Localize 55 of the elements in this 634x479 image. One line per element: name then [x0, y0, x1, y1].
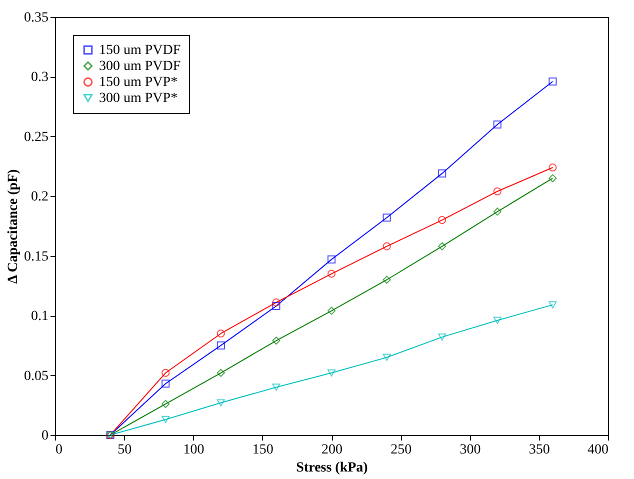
- y-tick-label: 0.05: [24, 368, 48, 384]
- point: [162, 400, 170, 408]
- point: [548, 301, 557, 308]
- point: [382, 276, 391, 284]
- y-axis-title: Δ Capacitance (pF): [6, 168, 21, 284]
- x-tick-label: 200: [322, 442, 342, 458]
- point: [327, 270, 336, 278]
- point: [548, 174, 557, 182]
- legend-label: 300 um PVP*: [99, 91, 178, 106]
- x-tick-label: 50: [118, 442, 132, 458]
- x-tick-label: 300: [460, 442, 481, 458]
- point: [548, 163, 557, 172]
- point: [493, 316, 502, 324]
- y-tick-label: 0.35: [24, 10, 48, 26]
- point: [216, 329, 225, 338]
- point: [438, 334, 446, 341]
- point: [493, 120, 502, 129]
- y-tick-label: 0.2: [31, 190, 48, 205]
- point: [216, 368, 225, 377]
- point: [382, 354, 391, 361]
- point: [382, 214, 391, 222]
- point: [272, 298, 280, 306]
- point: [438, 169, 446, 178]
- point: [327, 369, 336, 376]
- point: [162, 368, 170, 377]
- x-tick-label: 250: [390, 442, 412, 458]
- point: [438, 242, 446, 250]
- point: [327, 306, 336, 315]
- x-tick-label: 150: [252, 442, 274, 458]
- x-tick-label: 400: [588, 442, 608, 458]
- y-tick-label: 0.15: [24, 249, 48, 264]
- x-tick-label: 100: [183, 442, 204, 458]
- x-tick-label: 350: [528, 442, 550, 458]
- point: [438, 216, 446, 224]
- x-tick-label: 0: [56, 442, 62, 458]
- point: [382, 242, 391, 250]
- y-tick-label: 0.25: [24, 130, 48, 145]
- point: [272, 302, 280, 310]
- y-tick-label: 0.3: [31, 70, 48, 86]
- point: [272, 336, 280, 345]
- legend-label: 150 um PVDF: [99, 43, 181, 58]
- legend-label: 300 um PVDF: [99, 59, 181, 74]
- point: [162, 416, 170, 424]
- point: [272, 384, 280, 391]
- point: [493, 208, 502, 216]
- point: [493, 187, 502, 196]
- legend-label: 150 um PVP*: [99, 75, 178, 90]
- point: [216, 341, 225, 350]
- point: [548, 77, 557, 86]
- point: [216, 399, 225, 406]
- y-tick-label: 0: [42, 428, 48, 444]
- point: [327, 255, 336, 264]
- point: [162, 380, 170, 388]
- y-tick-label: 0.1: [31, 309, 48, 324]
- x-axis-title: Stress (kPa): [296, 460, 368, 476]
